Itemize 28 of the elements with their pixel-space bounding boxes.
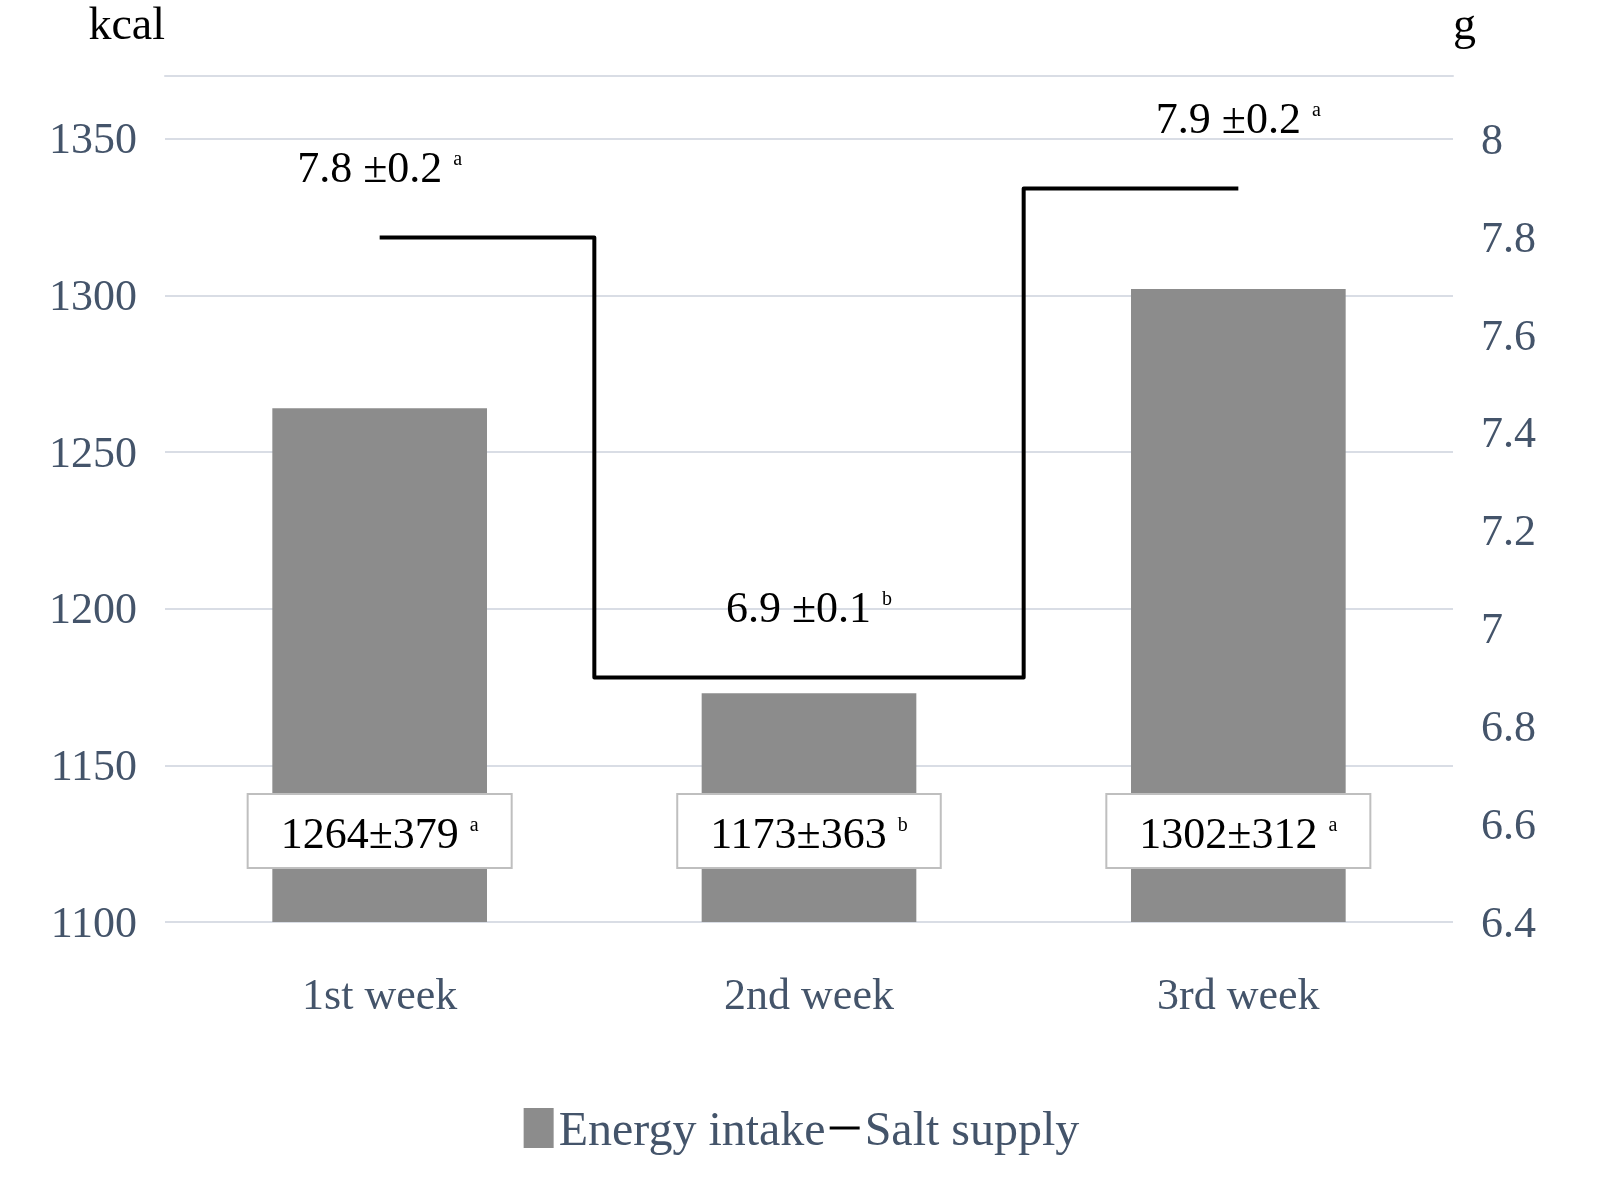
y-axis-title: kcal (88, 0, 165, 49)
data-label: 1302±312 a (1139, 808, 1338, 858)
y2-tick-label: 8 (1481, 115, 1503, 165)
data-label: 1173±363 b (710, 808, 908, 858)
y2-tick-label: 7.8 (1481, 212, 1536, 262)
x-tick-label: 1st week (302, 969, 458, 1019)
legend-label: Salt supply (864, 1101, 1080, 1155)
y-tick-label: 1250 (49, 427, 137, 477)
legend-label: Energy intake (558, 1101, 826, 1155)
x-tick-label: 2nd week (724, 969, 894, 1019)
y-tick-label: 1300 (49, 270, 137, 320)
y2-tick-label: 6.6 (1481, 799, 1536, 849)
data-label: 7.9 ±0.2 a (1155, 93, 1321, 143)
x-tick-label: 3rd week (1157, 969, 1320, 1019)
y2-tick-label: 7.6 (1481, 310, 1536, 360)
y2-axis-title: g (1453, 0, 1476, 49)
data-label: 1264±379 a (280, 808, 479, 858)
y-tick-label: 1100 (50, 897, 137, 947)
y-tick-label: 1150 (50, 740, 137, 790)
y-tick-label: 1350 (49, 114, 137, 164)
data-label: 6.9 ±0.1 b (725, 582, 893, 632)
y2-tick-label: 7.4 (1481, 408, 1536, 458)
y2-tick-label: 6.8 (1481, 701, 1536, 751)
data-label: 7.8 ±0.2 a (297, 142, 463, 192)
y2-tick-label: 7.2 (1481, 506, 1536, 556)
y2-tick-label: 7 (1481, 604, 1503, 654)
y2-tick-label: 6.4 (1481, 897, 1536, 947)
y-tick-label: 1200 (49, 584, 137, 634)
